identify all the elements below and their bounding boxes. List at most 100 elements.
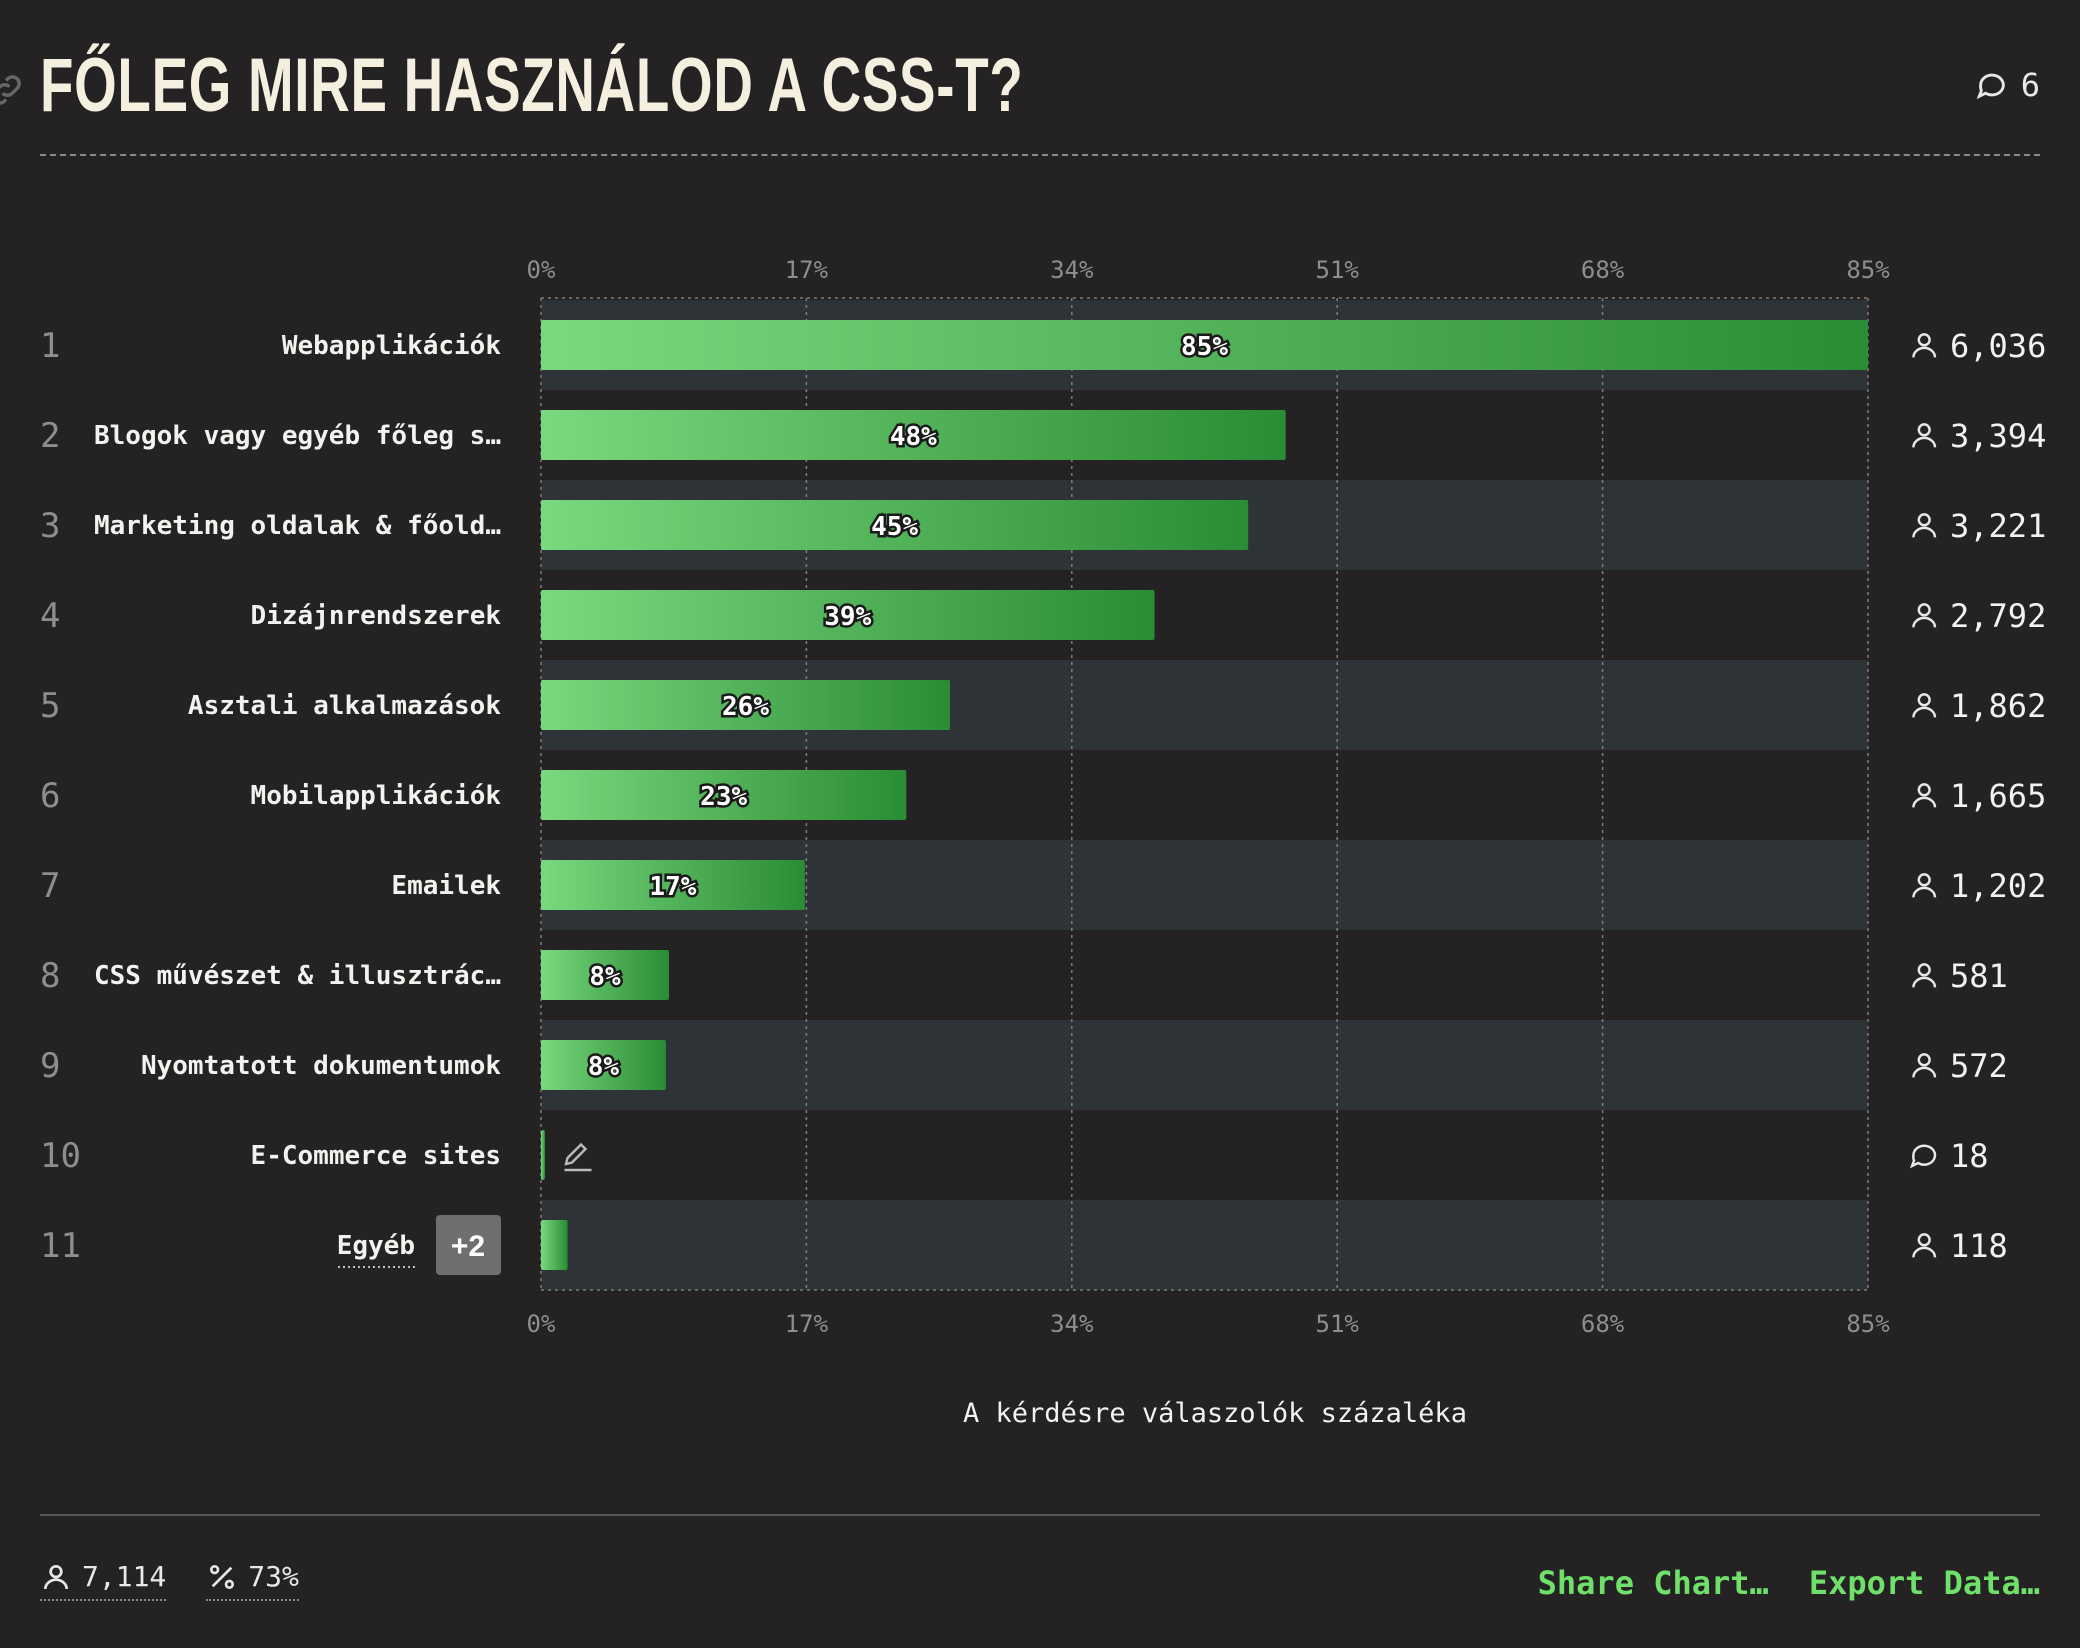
bar-row[interactable]: 4 Dizájnrendszerek 39% 2,792: [40, 590, 2046, 640]
pencil-icon[interactable]: [564, 1142, 592, 1172]
bar-value-label: 39%: [824, 602, 871, 632]
icon-path: [1912, 873, 1937, 898]
bar[interactable]: [541, 1220, 568, 1270]
bar-value-label: 26%: [722, 692, 769, 722]
user-icon: [1912, 423, 1937, 448]
x-tick-label-bottom: 34%: [1050, 1310, 1094, 1338]
bar[interactable]: [541, 500, 1249, 550]
icon-path: [1912, 1233, 1937, 1258]
icon-path: [1912, 513, 1937, 538]
user-icon: [44, 1564, 68, 1589]
user-icon: [1912, 693, 1937, 718]
rank-number: 3: [40, 506, 60, 546]
comment-count: 6: [2020, 66, 2040, 104]
bar-row[interactable]: 9 Nyomtatott dokumentumok 8% 572: [40, 1040, 2008, 1090]
bar-value-label: 23%: [700, 782, 747, 812]
user-icon: [1912, 1233, 1937, 1258]
more-options-badge[interactable]: +2: [436, 1215, 501, 1275]
percentage-value: 73%: [248, 1560, 299, 1593]
bar-value-label: 48%: [890, 422, 937, 452]
icon-path: [1912, 423, 1937, 448]
bar-row[interactable]: 1 Webapplikációk 85% 6,036: [40, 320, 2046, 370]
footer-divider: [40, 1514, 2040, 1516]
category-label: Nyomtatott dokumentumok: [141, 1051, 501, 1081]
respondents-stat[interactable]: 7,114: [40, 1560, 167, 1601]
x-tick-label-top: 51%: [1316, 256, 1360, 284]
icon-path: [1912, 1053, 1937, 1078]
rank-number: 2: [40, 416, 60, 456]
bar-row[interactable]: 7 Emailek 17% 1,202: [40, 860, 2046, 910]
bar[interactable]: [541, 860, 805, 910]
x-axis-label: A kérdésre válaszolók százaléka: [963, 1398, 1467, 1429]
bar[interactable]: [541, 410, 1286, 460]
bar-value-label: 8%: [588, 1052, 620, 1082]
page-title: FŐLEG MIRE HASZNÁLOD A CSS-T?: [40, 43, 1024, 128]
bar[interactable]: [541, 590, 1155, 640]
rank-number: 4: [40, 596, 60, 636]
bar-row[interactable]: 3 Marketing oldalak & főold… 45% 3,221: [40, 500, 2046, 550]
icon-path: [1912, 963, 1937, 988]
rank-number: 11: [40, 1226, 81, 1266]
bar-value-label: 8%: [589, 962, 621, 992]
respondent-count: 1,862: [1950, 687, 2046, 725]
user-icon: [1912, 603, 1937, 628]
category-label: Blogok vagy egyéb főleg s…: [94, 421, 501, 451]
x-tick-label-top: 68%: [1581, 256, 1625, 284]
category-label: Dizájnrendszerek: [251, 601, 502, 631]
rank-number: 7: [40, 866, 60, 906]
x-tick-label-bottom: 85%: [1846, 1310, 1890, 1338]
respondents-count: 7,114: [82, 1560, 167, 1593]
badge-label: +2: [451, 1230, 485, 1263]
rank-number: 6: [40, 776, 60, 816]
user-icon: [1912, 513, 1937, 538]
category-label: Emailek: [391, 871, 501, 901]
icon-path: [1912, 333, 1937, 358]
respondent-count: 3,221: [1950, 507, 2046, 545]
percentage-stat[interactable]: 73%: [206, 1560, 299, 1601]
percent-icon: [210, 1564, 235, 1589]
bar[interactable]: [541, 770, 907, 820]
respondent-count: 1,202: [1950, 867, 2046, 905]
rank-number: 10: [40, 1136, 81, 1176]
row-band: [541, 1200, 1868, 1290]
share-chart-button[interactable]: Share Chart…: [1537, 1564, 1769, 1602]
category-label: Webapplikációk: [282, 331, 501, 361]
x-tick-label-bottom: 17%: [785, 1310, 829, 1338]
bar-row[interactable]: 2 Blogok vagy egyéb főleg s… 48% 3,394: [40, 410, 2046, 460]
respondent-count: 3,394: [1950, 417, 2046, 455]
category-label: Asztali alkalmazások: [188, 691, 501, 721]
x-tick-label-top: 85%: [1846, 256, 1890, 284]
respondent-count: 581: [1950, 957, 2008, 995]
bar[interactable]: [541, 320, 1868, 370]
user-icon: [1912, 1053, 1937, 1078]
respondent-count: 2,792: [1950, 597, 2046, 635]
bar[interactable]: [541, 950, 670, 1000]
x-tick-label-bottom: 68%: [1581, 1310, 1625, 1338]
x-tick-label-top: 34%: [1050, 256, 1094, 284]
comment-icon: [1909, 1144, 1937, 1169]
x-tick-label-top: 0%: [527, 256, 556, 284]
bar-row[interactable]: 8 CSS művészet & illusztrác… 8% 581: [40, 950, 2008, 1000]
bar-row[interactable]: 5 Asztali alkalmazások 26% 1,862: [40, 680, 2046, 730]
title-divider: [40, 154, 2040, 156]
bar-row[interactable]: 11 +2 Egyéb 118: [40, 1215, 2008, 1275]
rank-number: 8: [40, 956, 60, 996]
bar-row[interactable]: 10 E-Commerce sites 18: [40, 1130, 1989, 1180]
bar[interactable]: [541, 1130, 545, 1180]
respondent-count: 6,036: [1950, 327, 2046, 365]
rank-number: 1: [40, 326, 60, 366]
category-label: E-Commerce sites: [251, 1141, 501, 1171]
export-data-button[interactable]: Export Data…: [1808, 1564, 2040, 1602]
x-tick-label-bottom: 0%: [527, 1310, 556, 1338]
comments-button[interactable]: 6: [1975, 66, 2040, 104]
user-icon: [1912, 783, 1937, 808]
bar[interactable]: [541, 680, 951, 730]
respondent-count: 572: [1950, 1047, 2008, 1085]
rank-number: 5: [40, 686, 60, 726]
bar-row[interactable]: 6 Mobilapplikációk 23% 1,665: [40, 770, 2046, 820]
bar-value-label: 85%: [1181, 332, 1228, 362]
link-icon[interactable]: [0, 70, 26, 110]
user-icon: [1912, 873, 1937, 898]
bar[interactable]: [541, 1040, 666, 1090]
respondent-count: 1,665: [1950, 777, 2046, 815]
